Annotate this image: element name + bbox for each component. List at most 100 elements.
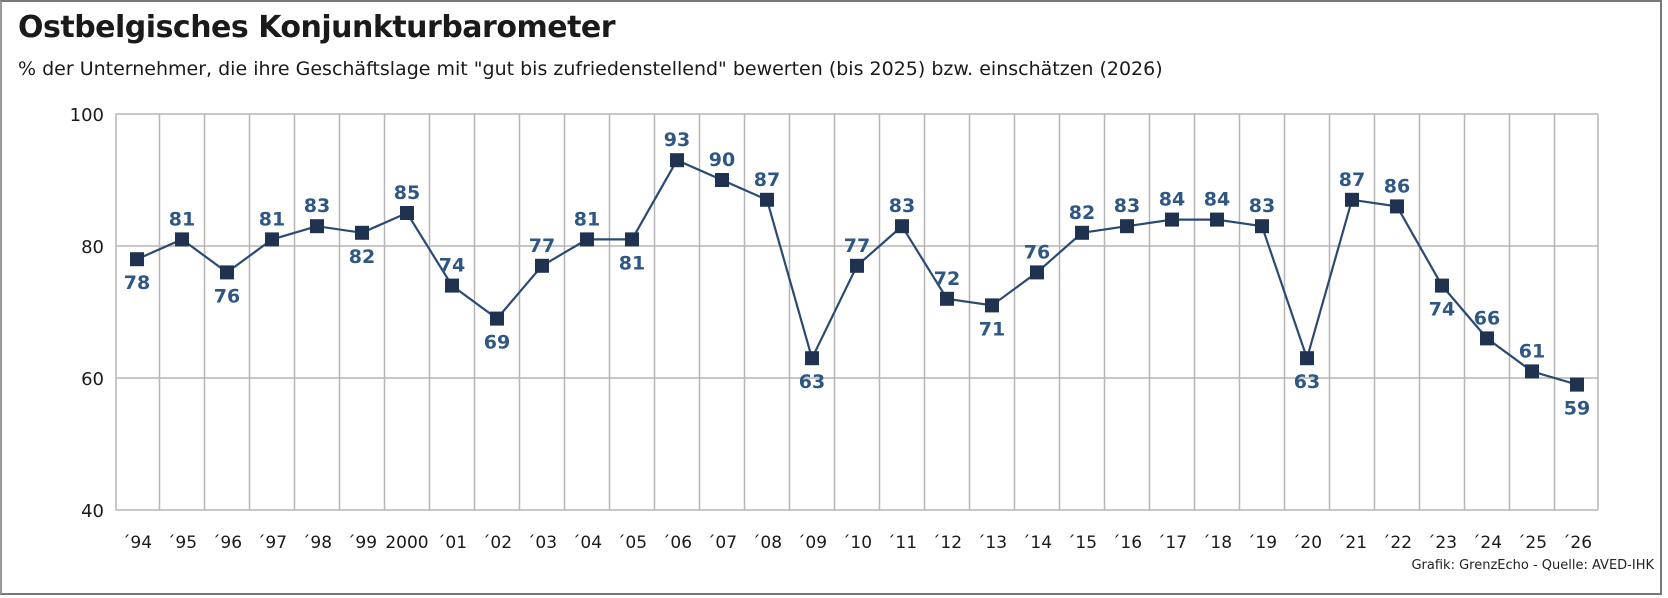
x-tick-label: ´06 bbox=[662, 533, 692, 553]
data-label: 81 bbox=[169, 208, 195, 230]
data-label: 71 bbox=[979, 318, 1005, 340]
data-point bbox=[1075, 225, 1089, 240]
y-tick-label: 40 bbox=[81, 501, 104, 522]
x-tick-label: ´03 bbox=[527, 533, 557, 553]
y-tick-label: 80 bbox=[81, 237, 104, 258]
data-label: 83 bbox=[889, 195, 915, 217]
data-label: 74 bbox=[1429, 299, 1455, 321]
data-point bbox=[895, 219, 909, 234]
data-point bbox=[670, 153, 684, 168]
x-tick-label: ´18 bbox=[1202, 533, 1232, 553]
x-tick-label: ´94 bbox=[122, 533, 152, 553]
x-tick-label: ´25 bbox=[1517, 533, 1547, 553]
x-tick-label: ´22 bbox=[1382, 533, 1412, 553]
x-tick-label: ´99 bbox=[347, 533, 377, 553]
x-tick-label: ´10 bbox=[842, 533, 872, 553]
x-tick-label: ´97 bbox=[257, 533, 287, 553]
data-label: 82 bbox=[349, 246, 375, 268]
data-label: 83 bbox=[1114, 195, 1140, 217]
x-tick-label: ´04 bbox=[572, 533, 602, 553]
data-point bbox=[625, 232, 639, 247]
x-tick-label: ´24 bbox=[1472, 533, 1502, 553]
data-point bbox=[220, 265, 234, 280]
data-point bbox=[940, 291, 954, 306]
data-label: 87 bbox=[1339, 169, 1365, 191]
data-point bbox=[1300, 351, 1314, 366]
x-tick-label: ´19 bbox=[1247, 533, 1277, 553]
data-point bbox=[580, 232, 594, 247]
chart-title: Ostbelgisches Konjunkturbarometer bbox=[18, 10, 616, 45]
data-point bbox=[760, 192, 774, 207]
data-label: 90 bbox=[709, 149, 735, 171]
data-label: 93 bbox=[664, 129, 690, 151]
data-label: 74 bbox=[439, 255, 465, 277]
data-point bbox=[1525, 364, 1539, 379]
data-label: 82 bbox=[1069, 202, 1095, 224]
data-label: 83 bbox=[304, 195, 330, 217]
data-point bbox=[985, 298, 999, 313]
data-point bbox=[1480, 331, 1494, 346]
data-point bbox=[1570, 377, 1584, 392]
data-label: 84 bbox=[1204, 189, 1230, 211]
data-label: 81 bbox=[619, 252, 645, 274]
data-point bbox=[1165, 212, 1179, 227]
x-tick-label: 2000 bbox=[385, 533, 428, 553]
y-tick-label: 100 bbox=[70, 105, 104, 126]
data-point bbox=[1390, 199, 1404, 214]
x-tick-label: ´02 bbox=[482, 533, 512, 553]
x-tick-label: ´21 bbox=[1337, 533, 1367, 553]
x-tick-label: ´15 bbox=[1067, 533, 1097, 553]
x-tick-label: ´08 bbox=[752, 533, 782, 553]
data-label: 77 bbox=[529, 235, 555, 257]
data-point bbox=[850, 258, 864, 273]
data-label: 59 bbox=[1564, 398, 1590, 420]
data-label: 83 bbox=[1249, 195, 1275, 217]
x-tick-label: ´16 bbox=[1112, 533, 1142, 553]
x-tick-label: ´95 bbox=[167, 533, 197, 553]
data-point bbox=[1435, 278, 1449, 293]
data-point bbox=[175, 232, 189, 247]
data-label: 78 bbox=[124, 272, 150, 294]
data-point bbox=[1345, 192, 1359, 207]
x-tick-label: ´11 bbox=[887, 533, 917, 553]
x-tick-label: ´17 bbox=[1157, 533, 1187, 553]
x-tick-label: ´98 bbox=[302, 533, 332, 553]
source-note: Grafik: GrenzEcho - Quelle: AVED-IHK bbox=[1411, 558, 1654, 573]
data-point bbox=[355, 225, 369, 240]
data-label: 63 bbox=[1294, 371, 1320, 393]
data-point bbox=[265, 232, 279, 247]
data-label: 61 bbox=[1519, 340, 1545, 362]
data-point bbox=[715, 173, 729, 187]
data-label: 77 bbox=[844, 235, 870, 257]
data-point bbox=[1255, 219, 1269, 234]
data-label: 86 bbox=[1384, 175, 1410, 197]
data-label: 84 bbox=[1159, 189, 1185, 211]
x-tick-label: ´05 bbox=[617, 533, 647, 553]
x-tick-label: ´07 bbox=[707, 533, 737, 553]
data-point bbox=[490, 311, 504, 326]
data-label: 72 bbox=[934, 268, 960, 290]
x-tick-label: ´26 bbox=[1562, 533, 1592, 553]
chart-subtitle: % der Unternehmer, die ihre Geschäftslag… bbox=[18, 58, 1163, 80]
data-label: 81 bbox=[259, 208, 285, 230]
x-tick-label: ´96 bbox=[212, 533, 242, 553]
x-tick-label: ´01 bbox=[437, 533, 467, 553]
x-tick-label: ´12 bbox=[932, 533, 962, 553]
data-label: 76 bbox=[214, 285, 240, 307]
data-label: 85 bbox=[394, 182, 420, 204]
data-label: 66 bbox=[1474, 307, 1500, 329]
data-point bbox=[310, 219, 324, 234]
y-tick-label: 60 bbox=[81, 369, 104, 390]
data-point bbox=[805, 351, 819, 366]
x-tick-label: ´14 bbox=[1022, 533, 1052, 553]
data-point bbox=[130, 252, 144, 267]
data-point bbox=[400, 206, 414, 220]
data-label: 87 bbox=[754, 169, 780, 191]
x-tick-label: ´13 bbox=[977, 533, 1007, 553]
data-label: 69 bbox=[484, 332, 510, 354]
data-point bbox=[445, 278, 459, 293]
data-label: 76 bbox=[1024, 241, 1050, 263]
x-tick-label: ´23 bbox=[1427, 533, 1457, 553]
